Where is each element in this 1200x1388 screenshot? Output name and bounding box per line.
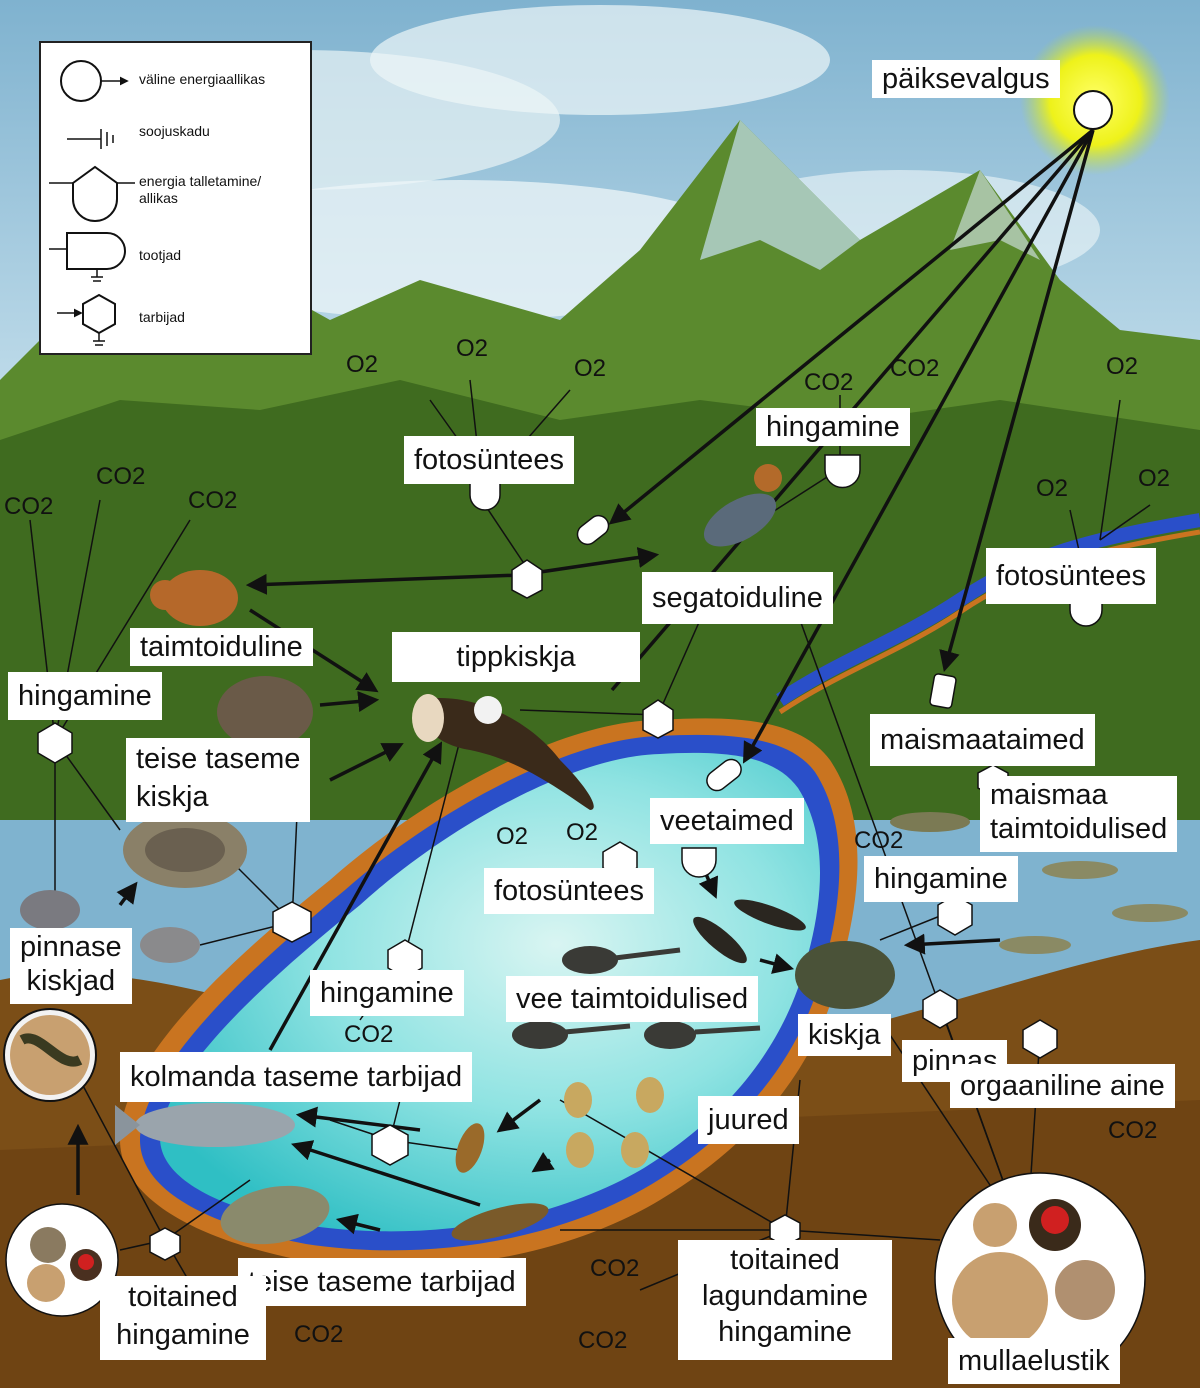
label-respiration-water: hingamine	[310, 970, 464, 1016]
label-sunlight: päiksevalgus	[872, 60, 1060, 98]
grasshopper-icon	[890, 812, 1188, 954]
label-nutrients-left-line1: toitained	[128, 1281, 238, 1313]
larva-icon	[455, 1123, 485, 1173]
label-apex-predator: tippkiskja	[392, 632, 640, 682]
soil-life-circle	[934, 1172, 1146, 1384]
gas-label: CO2	[854, 827, 904, 854]
label-nutrients-respiration-left: toitained hingamine	[100, 1276, 266, 1360]
gas-label: O2	[566, 819, 599, 846]
label-nutrients-decomposition: toitained lagundamine hingamine	[678, 1240, 892, 1360]
newt-icon	[451, 1203, 549, 1241]
label-land-herbivores-line2: taimtoidulised	[990, 813, 1168, 845]
consumers-icon	[57, 293, 116, 346]
label-aquatic-herbivores: vee taimtoidulised	[506, 976, 759, 1022]
legend-label-energy-storage: energia talletamine/ allikas	[139, 173, 262, 206]
mole-icon	[217, 676, 313, 748]
producers-icon	[49, 232, 126, 282]
label-respiration-right: hingamine	[864, 856, 1018, 902]
label-land-plants: maismaataimed	[870, 714, 1095, 766]
diagram-symbols	[37, 454, 1103, 1261]
label-secondary-predator-line1: teise taseme	[136, 743, 301, 775]
label-soil-life: mullaelustik	[948, 1338, 1120, 1384]
legend-label-producers: tootjad	[139, 247, 182, 263]
eagle-icon	[412, 694, 594, 810]
external-energy-source-icon	[60, 60, 129, 102]
gas-label: O2	[346, 351, 379, 378]
gas-label: CO2	[804, 369, 854, 396]
legend-row-producers: tootjad	[41, 229, 311, 289]
label-land-herbivores-line1: maismaa	[990, 779, 1108, 811]
label-secondary-predator-line2: kiskja	[136, 781, 209, 813]
gas-label: CO2	[294, 1321, 344, 1348]
legend-row-heat-loss: soojuskadu	[41, 113, 311, 173]
gas-label: O2	[496, 823, 529, 850]
gas-label: CO2	[4, 493, 54, 520]
legend-label-consumers: tarbijad	[139, 309, 185, 325]
label-photosynthesis-forest: fotosüntees	[404, 436, 574, 484]
label-nutrients-mid-line2: lagundamine	[701, 1280, 869, 1312]
legend-row-external-energy: väline energiaallikas	[41, 51, 311, 111]
squirrel-icon	[150, 570, 238, 626]
energy-storage-icon	[49, 165, 135, 222]
gas-label: CO2	[344, 1021, 394, 1048]
sun-source-icon	[1073, 90, 1113, 130]
gas-label: O2	[1138, 465, 1171, 492]
legend-row-consumers: tarbijad	[41, 291, 311, 351]
rattlesnake-icon	[123, 812, 247, 888]
legend-row-energy-storage: energia talletamine/ allikas	[41, 163, 311, 225]
label-land-herbivores: maismaa taimtoidulised	[980, 776, 1178, 852]
gas-label: CO2	[1108, 1117, 1158, 1144]
gas-label: O2	[574, 355, 607, 382]
finch-icon	[703, 464, 782, 547]
legend-label-external-energy: väline energiaallikas	[139, 71, 266, 87]
label-soil-predators-line1: pinnase	[20, 931, 122, 963]
label-soil-predators-line2: kiskjad	[26, 965, 116, 997]
label-roots: juured	[698, 1096, 799, 1144]
daphnia-icon	[564, 1077, 664, 1168]
label-nutrients-left-line2: hingamine	[116, 1319, 250, 1351]
label-secondary-predator: teise taseme kiskja	[126, 738, 311, 822]
label-herbivore: taimtoiduline	[130, 628, 313, 666]
label-tertiary-consumers: kolmanda taseme tarbijad	[120, 1052, 473, 1102]
shrew-icon	[20, 890, 200, 963]
label-secondary-consumers: teise taseme tarbijad	[238, 1258, 526, 1306]
tadpole-icon	[512, 946, 761, 1049]
legend: väline energiaallikas soojuskadu energia…	[39, 41, 312, 355]
label-organic-matter: orgaaniline aine	[950, 1064, 1175, 1108]
water-beetle-icon	[220, 1185, 330, 1245]
label-omnivore: segatoiduline	[642, 572, 833, 624]
label-respiration-bird: hingamine	[756, 408, 910, 446]
legend-label-heat-loss: soojuskadu	[139, 123, 210, 139]
gas-label: O2	[1036, 475, 1069, 502]
label-photosynthesis-water: fotosüntees	[484, 868, 654, 914]
water-insect-icon	[693, 899, 806, 964]
salamander-circle	[3, 1008, 97, 1102]
toad-icon	[795, 941, 895, 1009]
label-aquatic-plants: veetaimed	[650, 798, 804, 844]
label-nutrients-mid-line3: hingamine	[718, 1316, 852, 1348]
gas-label: CO2	[890, 355, 940, 382]
gas-label: O2	[1106, 353, 1139, 380]
label-predator: kiskja	[798, 1014, 891, 1056]
label-nutrients-mid-line1: toitained	[730, 1244, 840, 1276]
gas-label: CO2	[188, 487, 238, 514]
gas-label: CO2	[96, 463, 146, 490]
gas-label: CO2	[590, 1255, 640, 1282]
fish-icon	[115, 1103, 295, 1147]
label-photosynthesis-right: fotosüntees	[986, 548, 1156, 604]
label-respiration-left: hingamine	[8, 672, 162, 720]
decomposers-left-circle	[5, 1203, 119, 1317]
gas-label: O2	[456, 335, 489, 362]
label-soil-predators: pinnase kiskjad	[10, 928, 132, 1004]
river	[776, 513, 1200, 706]
gas-label: CO2	[578, 1327, 628, 1354]
heat-loss-icon	[67, 129, 114, 149]
